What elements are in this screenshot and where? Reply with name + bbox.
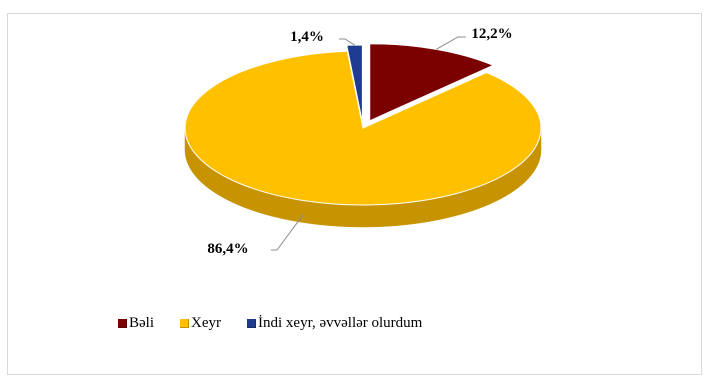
legend-label-xeyr: Xeyr (191, 315, 221, 331)
slice-xeyr (184, 50, 542, 206)
data-label-b-li: 12,2% (471, 26, 512, 42)
chart-frame (7, 13, 702, 375)
legend-swatch-indi-xeyr (247, 319, 256, 328)
legend-item-beli: Bəli (118, 315, 154, 332)
leader-line-i-ndi-xeyr-vv-ll-r-olurdum (339, 38, 355, 46)
slice-b-li (369, 43, 495, 122)
data-label-xeyr: 86,4% (207, 241, 248, 257)
legend-swatch-xeyr (180, 319, 189, 328)
leader-line-b-li (436, 36, 466, 50)
legend-label-indi-xeyr: İndi xeyr, əvvəllər olurdum (258, 315, 423, 331)
leader-line-xeyr (271, 213, 305, 251)
legend: Bəli Xeyr İndi xeyr, əvvəllər olurdum (118, 315, 448, 332)
legend-item-indi-xeyr: İndi xeyr, əvvəllər olurdum (247, 315, 422, 332)
legend-label-beli: Bəli (129, 315, 154, 331)
legend-item-xeyr: Xeyr (180, 315, 221, 332)
legend-swatch-beli (118, 319, 127, 328)
data-label-i-ndi-xeyr-vv-ll-r-olurdum: 1,4% (290, 29, 324, 45)
